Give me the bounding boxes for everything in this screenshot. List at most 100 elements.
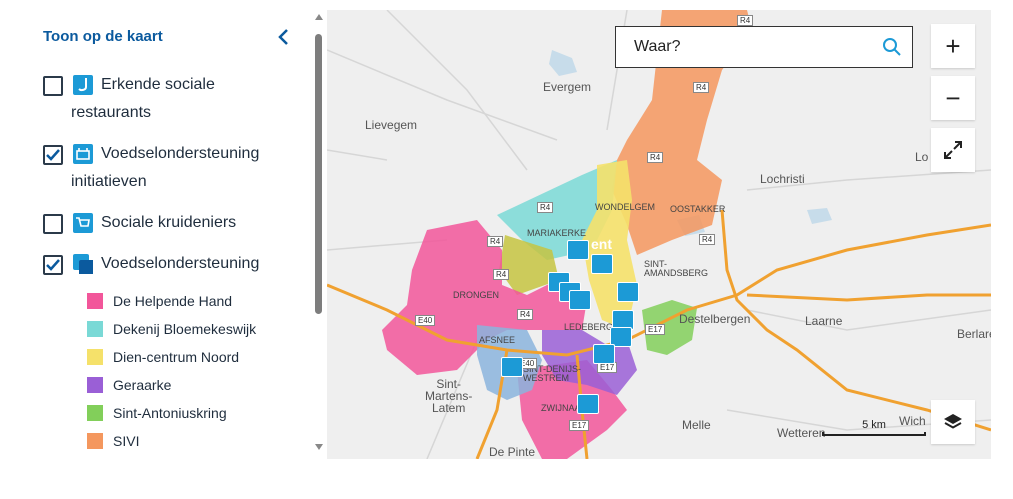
food-initiative-marker[interactable] [591,254,613,274]
layer-label: Voedselondersteuning initiatieven [71,145,260,190]
fullscreen-button[interactable] [931,128,975,172]
place-label: ZWIJNAARDE [541,403,600,413]
place-label: Evergem [543,80,592,94]
layers-icon [944,414,962,429]
food-initiative-marker[interactable] [610,327,632,347]
shopping-cart-icon [73,213,93,233]
place-label: Lievegem [365,118,418,132]
legend-swatch [87,405,103,421]
legend-swatch [87,433,103,449]
place-label: Lochristi [760,172,805,186]
checkbox-voedselondersteuning-initiatieven[interactable] [43,145,63,165]
scrollbar-thumb[interactable] [315,34,322,314]
place-label: DRONGEN [453,290,500,300]
expand-icon [944,141,962,159]
place-label: Sint- Martens- Latem [425,377,473,415]
food-initiative-marker[interactable] [593,344,615,364]
place-label: Laarne [805,314,843,328]
layer-erkende-sociale-restaurants[interactable]: Erkende sociale restaurants [43,71,293,127]
area-sint-antoniuskring [642,300,697,355]
chevron-left-icon [278,29,288,45]
layer-sociale-kruideniers[interactable]: Sociale kruideniers [43,209,293,237]
place-label: Berlare [957,327,991,341]
scroll-up-arrow-icon[interactable] [315,14,323,20]
legend-swatch [87,321,103,337]
scale-line [822,432,926,436]
scale-bar: 5 km [822,418,926,438]
place-label: Destelbergen [679,312,751,326]
place-label: WONDELGEM [595,202,656,212]
food-basket-icon [73,144,93,164]
map-canvas[interactable]: Evergem Lievegem Lochristi Lo Destelberg… [327,10,991,459]
scale-label: 5 km [862,419,886,431]
road-shield: R4 [693,82,710,93]
legend-label: SIVI [113,433,140,449]
place-label: Lo [915,150,929,164]
zoom-out-button[interactable]: − [931,76,975,120]
area-sivi [612,10,752,255]
place-label: MARIAKERKE [527,228,587,238]
food-initiative-marker[interactable] [501,357,523,377]
layer-voedselondersteuning-initiatieven[interactable]: Voedselondersteuning initiatieven [43,140,293,196]
checkbox-erkende-sociale-restaurants[interactable] [43,76,63,96]
checkmark-icon [46,259,60,271]
legend-label: De Helpende Hand [113,293,233,309]
place-label: Melle [682,418,711,432]
place-label: LEDEBERG [564,322,614,332]
road-shield: R4 [647,152,664,163]
layers-button[interactable] [931,400,975,444]
food-initiative-marker[interactable] [577,394,599,414]
road-shield: R4 [537,202,554,213]
checkbox-sociale-kruideniers[interactable] [43,214,63,234]
layer-label: Voedselondersteuning [101,255,260,272]
zoom-in-label: + [945,31,961,61]
place-label: SINT-DENIJS- WESTREM [523,364,582,383]
place-label: AFSNEE [479,335,516,345]
legend-swatch [87,377,103,393]
sidebar-title: Toon op de kaart [43,28,163,45]
road-shield: E40 [415,315,436,326]
location-search[interactable] [615,26,913,68]
legend-label: Dekenij Bloemekeswijk [113,321,257,337]
layer-sidebar: Toon op de kaart Erkende sociale restaur… [0,0,312,499]
area-overlap [499,235,559,295]
layer-label: Sociale kruideniers [101,214,237,231]
polygon-layer-icon [73,254,93,274]
layer-voedselondersteuning[interactable]: Voedselondersteuning [43,250,293,278]
restaurant-icon [73,75,93,95]
checkmark-icon [46,149,60,161]
food-initiative-marker[interactable] [567,240,589,260]
water-body [807,208,832,224]
road-shield: E17 [645,324,666,335]
area-de-helpende-hand [382,220,587,375]
road-shield: R4 [737,15,754,26]
search-icon[interactable] [882,37,902,57]
zoom-out-label: − [945,83,961,113]
food-initiative-marker[interactable] [617,282,639,302]
place-label: De Pinte [489,445,536,459]
legend-label: Geraarke [113,377,172,393]
collapse-sidebar-button[interactable] [276,26,292,48]
legend-swatch [87,349,103,365]
road-shield: R4 [517,309,534,320]
food-initiative-marker[interactable] [569,290,591,310]
map-base-layer [327,10,991,459]
place-label: Wich [899,414,926,428]
legend-label: Dien-centrum Noord [113,349,240,365]
place-label: OOSTAKKER [670,204,726,214]
scroll-down-arrow-icon[interactable] [315,444,323,450]
legend-swatch [87,293,103,309]
water-body [549,50,577,76]
road-shield: R4 [699,234,716,245]
road-shield: R4 [487,236,504,247]
checkbox-voedselondersteuning[interactable] [43,255,63,275]
zoom-in-button[interactable]: + [931,24,975,68]
layer-label: Erkende sociale restaurants [71,76,215,121]
search-input[interactable] [632,37,876,57]
road-shield: R4 [493,269,510,280]
place-label: SINT- AMANDSBERG [644,259,709,278]
road-shield: E17 [569,420,590,431]
place-label: ent [591,236,612,252]
legend-label: Sint-Antoniuskring [113,405,227,421]
place-label: Wetteren [777,426,826,440]
